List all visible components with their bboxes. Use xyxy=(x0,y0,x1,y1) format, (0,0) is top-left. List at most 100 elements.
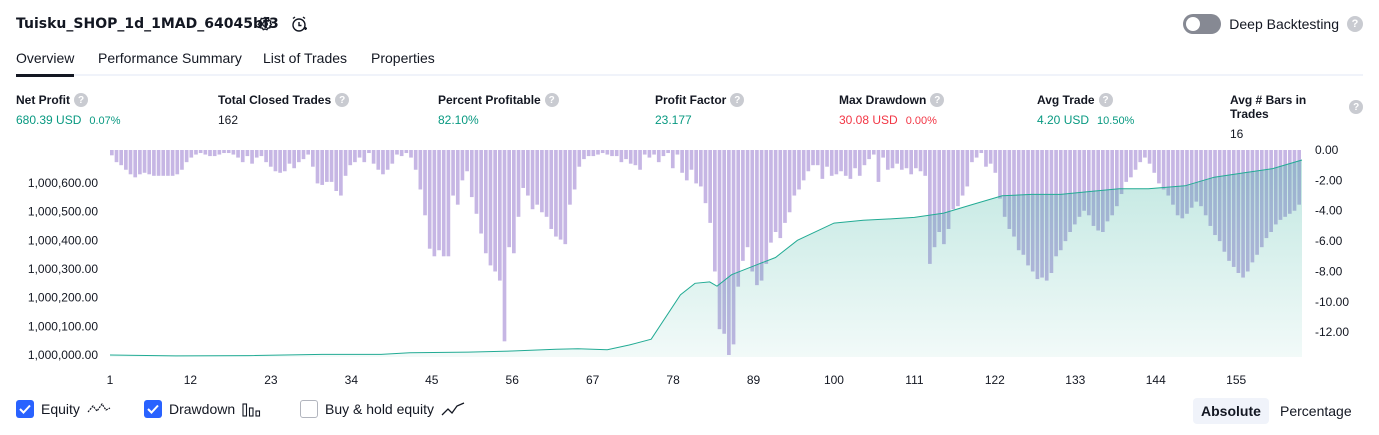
metric-percent-profitable: Percent Profitable? 82.10% xyxy=(438,93,559,127)
drawdown-bar xyxy=(937,150,942,232)
drawdown-bar xyxy=(483,150,488,254)
metric-label: Net Profit xyxy=(16,93,70,107)
help-icon[interactable]: ? xyxy=(1347,16,1363,32)
drawdown-bar xyxy=(554,150,558,237)
drawdown-bar xyxy=(759,150,764,281)
left-axis-tick: 1,000,300.00 xyxy=(28,262,98,276)
legend-drawdown[interactable]: Drawdown xyxy=(144,400,262,418)
settings-icon[interactable] xyxy=(254,13,276,35)
drawdown-bar xyxy=(1152,150,1157,173)
drawdown-bar xyxy=(287,150,292,164)
drawdown-bar xyxy=(586,150,591,157)
drawdown-bar xyxy=(806,150,811,172)
drawdown-bar xyxy=(689,150,694,170)
drawdown-bar xyxy=(755,150,759,286)
drawdown-bar xyxy=(979,150,984,154)
drawdown-bar xyxy=(918,150,923,172)
drawdown-bar xyxy=(278,150,282,173)
info-icon[interactable]: ? xyxy=(335,93,350,107)
x-axis-tick: 12 xyxy=(184,373,198,387)
info-icon[interactable]: ? xyxy=(1349,100,1363,114)
drawdown-bar xyxy=(315,150,320,184)
add-alert-icon[interactable] xyxy=(288,13,310,35)
x-axis-tick: 67 xyxy=(586,373,600,387)
drawdown-bar xyxy=(362,150,367,163)
drawdown-bar xyxy=(727,150,731,355)
tab-performance-summary[interactable]: Performance Summary xyxy=(98,50,242,66)
tab-overview[interactable]: Overview xyxy=(16,50,75,77)
drawdown-bar xyxy=(666,150,670,154)
drawdown-bar xyxy=(170,150,175,176)
equity-checkbox[interactable] xyxy=(16,400,34,418)
drawdown-bar xyxy=(582,150,586,160)
drawdown-bar xyxy=(465,150,469,172)
left-axis-tick: 1,000,200.00 xyxy=(28,291,98,305)
deep-backtesting-toggle[interactable] xyxy=(1183,14,1222,34)
drawdown-bar xyxy=(984,150,988,167)
drawdown-bar xyxy=(890,150,895,169)
drawdown-bar xyxy=(128,150,133,175)
left-axis-tick: 1,000,000.00 xyxy=(28,348,98,362)
right-axis: 0.00 -2.00 -4.00 -6.00 -8.00 -10.00 -12.00 xyxy=(1315,143,1349,339)
strategy-title: Tuisku_SHOP_1d_1MAD_64045bf3 xyxy=(16,16,279,32)
drawdown-bar xyxy=(301,150,306,160)
drawdown-bar xyxy=(717,150,722,330)
tab-properties[interactable]: Properties xyxy=(371,50,435,66)
drawdown-bar xyxy=(180,150,184,170)
drawdown-bar xyxy=(843,150,848,176)
drawdown-bar xyxy=(184,150,189,163)
drawdown-bar xyxy=(1175,150,1180,216)
drawdown-bar xyxy=(166,150,170,176)
drawdown-bar xyxy=(240,150,245,163)
metric-value: 162 xyxy=(218,113,239,127)
info-icon[interactable]: ? xyxy=(730,93,745,107)
drawdown-bar xyxy=(862,150,867,166)
drawdown-bar xyxy=(1166,150,1171,196)
metric-label: Avg # Bars in Trades xyxy=(1230,93,1307,121)
tab-list-of-trades[interactable]: List of Trades xyxy=(263,50,348,66)
info-icon[interactable]: ? xyxy=(74,93,88,107)
drawdown-bar xyxy=(1189,150,1194,208)
report-header: Tuisku_SHOP_1d_1MAD_64045bf3 Deep Backte… xyxy=(16,12,1363,38)
absolute-button[interactable]: Absolute xyxy=(1193,398,1269,424)
drawdown-bar xyxy=(526,150,530,196)
drawdown-checkbox[interactable] xyxy=(144,400,162,418)
metric-value: 680.39 USD xyxy=(16,113,82,127)
drawdown-bar xyxy=(610,150,614,157)
drawdown-bar xyxy=(670,150,675,169)
drawdown-bar xyxy=(273,150,278,172)
drawdown-bar xyxy=(399,150,404,157)
metric-total-closed-trades: Total Closed Trades? 162 xyxy=(218,93,350,127)
right-axis-tick: -8.00 xyxy=(1315,264,1343,278)
drawdown-bar xyxy=(638,150,642,170)
drawdown-bar xyxy=(142,150,147,173)
info-icon[interactable]: ? xyxy=(1098,93,1113,107)
metric-label: Avg Trade xyxy=(1037,93,1095,107)
legend-buy-hold-equity[interactable]: Buy & hold equity xyxy=(300,400,465,418)
drawdown-bar xyxy=(530,150,535,210)
drawdown-bar xyxy=(432,150,437,257)
drawdown-bar xyxy=(703,150,708,204)
drawdown-bar xyxy=(217,150,222,155)
buy-hold-checkbox[interactable] xyxy=(300,400,318,418)
drawdown-bar xyxy=(441,150,446,257)
drawdown-bar xyxy=(521,150,526,188)
percentage-button[interactable]: Percentage xyxy=(1280,403,1352,419)
drawdown-bar xyxy=(1133,150,1138,170)
info-icon[interactable]: ? xyxy=(544,93,559,107)
drawdown-bar xyxy=(829,150,834,176)
x-axis-tick: 1 xyxy=(107,373,114,387)
drawdown-bar xyxy=(268,150,273,167)
drawdown-bar xyxy=(871,150,876,155)
equity-drawdown-chart[interactable]: 1,000,000.00 1,000,100.00 1,000,200.00 1,00… xyxy=(0,140,1379,390)
legend-equity[interactable]: Equity xyxy=(16,400,111,418)
drawdown-bar xyxy=(642,150,647,155)
info-icon[interactable]: ? xyxy=(930,93,945,107)
drawdown-bar xyxy=(222,150,226,154)
drawdown-bar xyxy=(507,150,512,248)
drawdown-bar xyxy=(479,150,483,234)
drawdown-bar xyxy=(147,150,152,175)
x-axis-tick: 133 xyxy=(1065,373,1085,387)
drawdown-bar xyxy=(1143,150,1147,158)
drawdown-bar xyxy=(231,150,236,155)
